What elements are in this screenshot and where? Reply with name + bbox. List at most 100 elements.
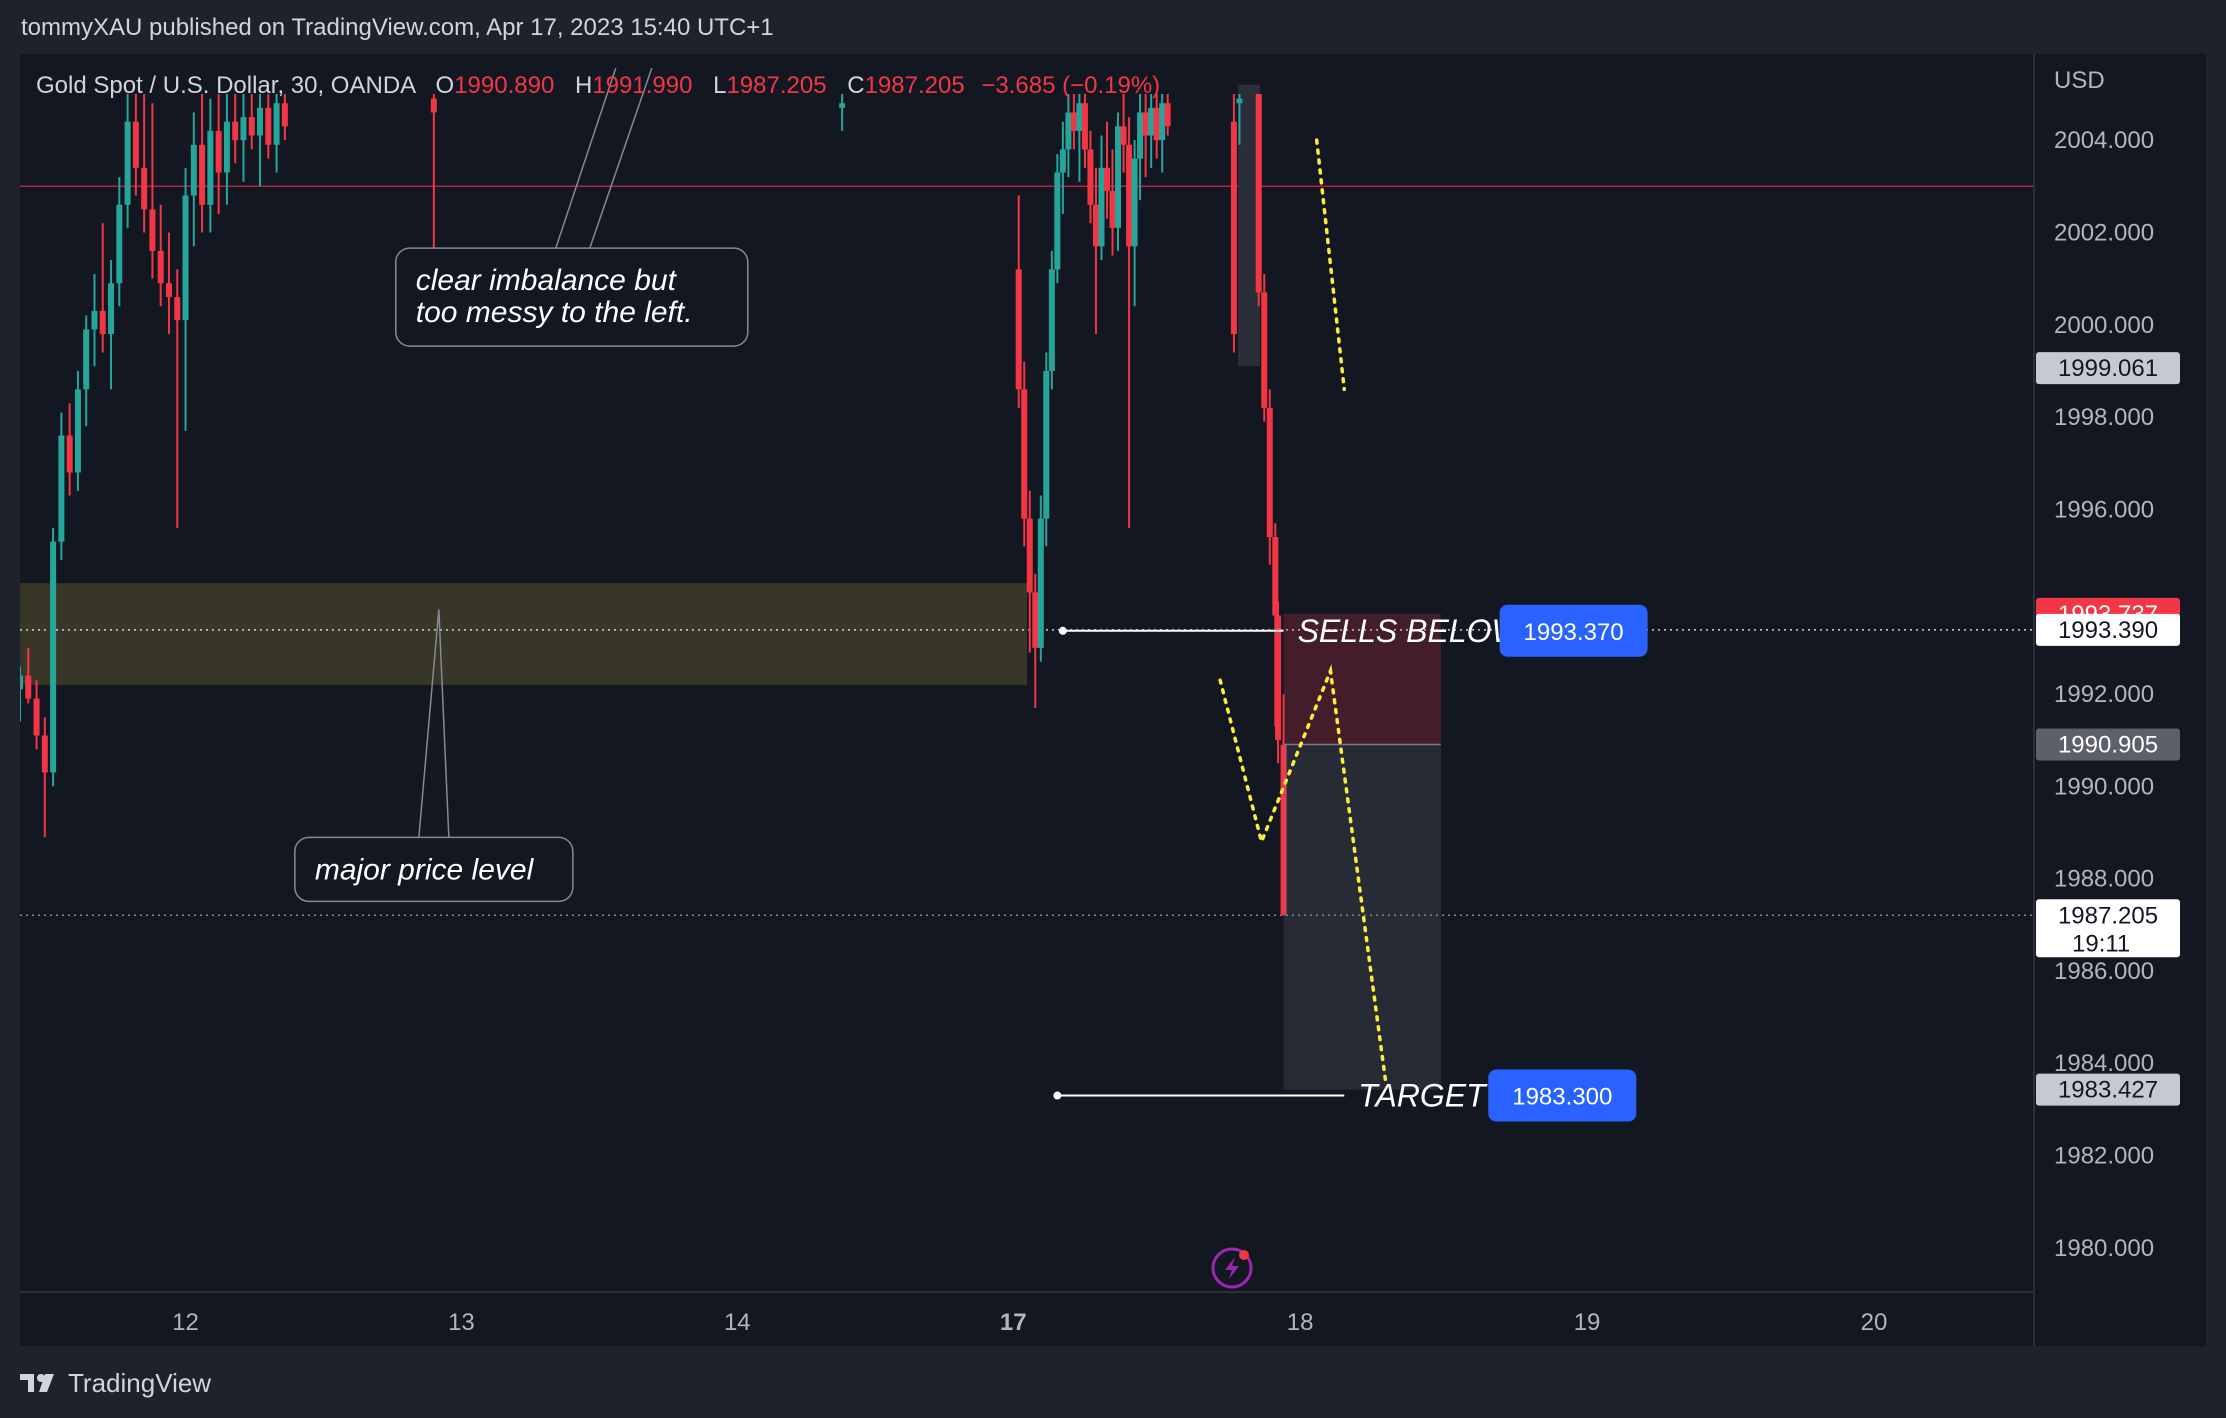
price-label-badge[interactable] xyxy=(2036,728,2180,761)
candle[interactable] xyxy=(257,107,264,136)
annotation-text-0: clear imbalance but xyxy=(416,264,678,297)
candle[interactable] xyxy=(99,310,106,334)
candle[interactable] xyxy=(1070,112,1077,131)
level-badge-0[interactable] xyxy=(1499,604,1648,657)
price-label-badge[interactable] xyxy=(2036,899,2180,958)
candle[interactable] xyxy=(1148,107,1155,136)
candle[interactable] xyxy=(1076,103,1083,131)
chart-frame[interactable]: SELLS BELOW 1993.370 TARGET 1983.300 clear i… xyxy=(20,54,2206,1346)
price-label-badge[interactable] xyxy=(2036,1073,2180,1106)
price-label-badge[interactable] xyxy=(2036,613,2180,646)
candle[interactable] xyxy=(430,98,437,113)
legend-low-value: 1987.205 xyxy=(726,72,827,99)
candle[interactable] xyxy=(248,117,255,136)
candle[interactable] xyxy=(116,204,123,284)
candle[interactable] xyxy=(1159,103,1166,141)
candle[interactable] xyxy=(1137,112,1144,159)
candle[interactable] xyxy=(74,389,81,473)
candle[interactable] xyxy=(66,435,73,473)
candle[interactable] xyxy=(1104,167,1111,191)
candle[interactable] xyxy=(124,121,131,205)
position-stop-zone[interactable] xyxy=(1283,613,1441,745)
candle[interactable] xyxy=(265,107,272,145)
candle[interactable] xyxy=(1120,126,1127,145)
price-tick-label: 1986.000 xyxy=(2054,958,2154,985)
candle[interactable] xyxy=(165,283,172,298)
candle[interactable] xyxy=(149,209,156,251)
level-anchor-0[interactable] xyxy=(1058,626,1067,635)
candle[interactable] xyxy=(240,117,247,141)
candle[interactable] xyxy=(1266,407,1273,538)
candle[interactable] xyxy=(1059,149,1066,173)
candle[interactable] xyxy=(1081,103,1088,150)
candle[interactable] xyxy=(1164,103,1171,127)
candle[interactable] xyxy=(1131,158,1138,247)
candle[interactable] xyxy=(1236,98,1243,104)
legend-close-key: C xyxy=(847,72,865,99)
annotation-text-1: major price level xyxy=(315,853,535,886)
candle[interactable] xyxy=(1032,592,1039,648)
chart-svg[interactable]: SELLS BELOW 1993.370 TARGET 1983.300 clear i… xyxy=(20,54,2206,1346)
candle[interactable] xyxy=(1153,107,1160,141)
candle[interactable] xyxy=(281,103,288,127)
candle[interactable] xyxy=(83,329,90,390)
candle[interactable] xyxy=(1280,744,1287,916)
candle[interactable] xyxy=(91,310,98,330)
candle[interactable] xyxy=(33,698,40,736)
price-zone[interactable] xyxy=(20,583,1027,685)
candle[interactable] xyxy=(50,541,57,773)
price-axis[interactable]: 2004.000 2002.000 2000.000 1998.000 1996.000… xyxy=(2036,127,2180,1262)
candle[interactable] xyxy=(20,675,23,690)
candle[interactable] xyxy=(232,121,239,141)
candle[interactable] xyxy=(1087,149,1094,205)
candle[interactable] xyxy=(1048,269,1055,371)
candle[interactable] xyxy=(58,435,65,542)
candle[interactable] xyxy=(1098,167,1105,247)
plot-area[interactable]: SELLS BELOW 1993.370 TARGET 1983.300 clear i… xyxy=(20,67,2034,1122)
candle[interactable] xyxy=(207,130,214,205)
candle[interactable] xyxy=(190,144,197,196)
projection-path-0[interactable] xyxy=(1314,138,1347,392)
candle[interactable] xyxy=(1115,126,1122,228)
price-label-badge[interactable] xyxy=(2036,352,2180,385)
candle[interactable] xyxy=(108,283,115,334)
price-label-text: 1983.427 xyxy=(2058,1077,2158,1104)
candle[interactable] xyxy=(1015,269,1022,390)
candle[interactable] xyxy=(182,195,189,321)
candle[interactable] xyxy=(25,675,32,699)
candle[interactable] xyxy=(839,103,846,108)
flash-icon[interactable] xyxy=(1211,1247,1253,1289)
candle[interactable] xyxy=(1275,615,1282,741)
candle[interactable] xyxy=(1037,518,1044,648)
level-badge-1[interactable] xyxy=(1488,1069,1637,1122)
candle[interactable] xyxy=(223,121,230,173)
candle[interactable] xyxy=(1142,112,1149,136)
candle[interactable] xyxy=(132,121,139,168)
projection-path-1[interactable] xyxy=(1218,664,1388,1084)
legend-symbol[interactable]: Gold Spot / U.S. Dollar, 30, OANDA xyxy=(36,72,415,99)
candle[interactable] xyxy=(215,130,222,173)
annotation-box-1[interactable] xyxy=(294,836,574,903)
candle[interactable] xyxy=(1230,121,1237,334)
candle[interactable] xyxy=(1021,389,1028,519)
candle[interactable] xyxy=(1255,94,1262,293)
candle[interactable] xyxy=(1065,112,1072,150)
candle[interactable] xyxy=(1261,292,1268,408)
candle[interactable] xyxy=(1043,370,1050,519)
level-anchor-1[interactable] xyxy=(1053,1091,1062,1100)
candle[interactable] xyxy=(1026,518,1033,593)
candle[interactable] xyxy=(157,250,164,284)
candle[interactable] xyxy=(273,103,280,145)
candle[interactable] xyxy=(41,735,48,773)
candle[interactable] xyxy=(199,144,206,205)
candle[interactable] xyxy=(1109,190,1116,228)
candle[interactable] xyxy=(1272,537,1279,616)
annotation-box-0[interactable] xyxy=(395,247,749,347)
time-axis[interactable]: 12 13 14 17 18 19 20 xyxy=(172,1309,1887,1336)
candle[interactable] xyxy=(174,297,181,321)
tradingview-logo[interactable]: TradingView xyxy=(20,1368,211,1399)
candle[interactable] xyxy=(1092,204,1099,247)
candle[interactable] xyxy=(1126,144,1133,247)
candle[interactable] xyxy=(1054,172,1061,270)
candle[interactable] xyxy=(141,167,148,210)
